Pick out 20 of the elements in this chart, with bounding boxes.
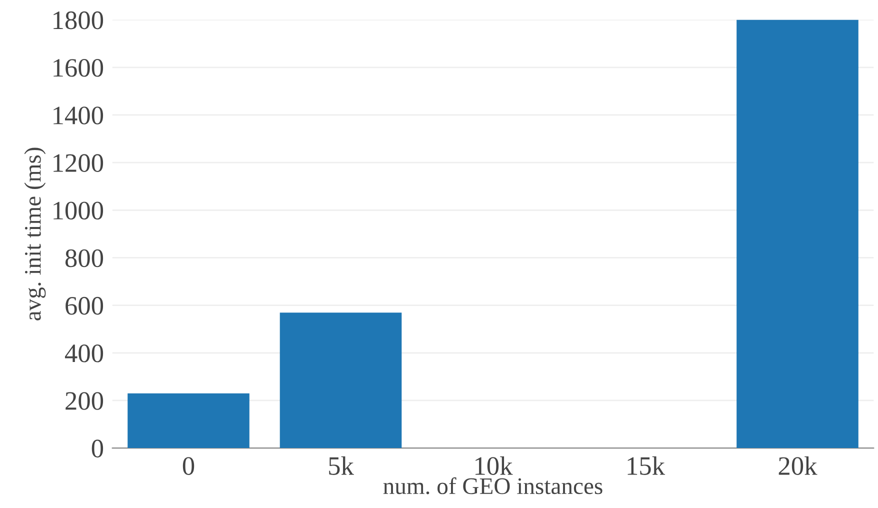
y-tick-label: 1800 — [54, 11, 104, 30]
y-axis-title: avg. init time (ms) — [24, 148, 46, 320]
y-tick-label: 1600 — [54, 59, 104, 77]
x-tick-label: 5k — [329, 456, 354, 475]
x-tick-label: 15k — [628, 456, 666, 475]
x-axis-title: num. of GEO instances — [383, 477, 602, 494]
y-tick-label: 1400 — [54, 106, 104, 124]
bar — [128, 393, 250, 448]
y-tick-label: 400 — [64, 344, 104, 362]
y-tick-label: 0 — [92, 440, 104, 458]
x-tick-label: 20k — [778, 456, 818, 475]
y-tick-label: 200 — [66, 392, 104, 410]
bar — [280, 312, 402, 448]
y-tick-label: 1000 — [54, 202, 104, 220]
x-tick-label: 10k — [476, 456, 513, 475]
y-tick-label: 1200 — [54, 154, 104, 172]
y-tick-label: 600 — [66, 296, 104, 315]
bar — [736, 20, 858, 448]
x-tick-label: 0 — [182, 457, 194, 475]
y-tick-label: 800 — [65, 249, 104, 268]
